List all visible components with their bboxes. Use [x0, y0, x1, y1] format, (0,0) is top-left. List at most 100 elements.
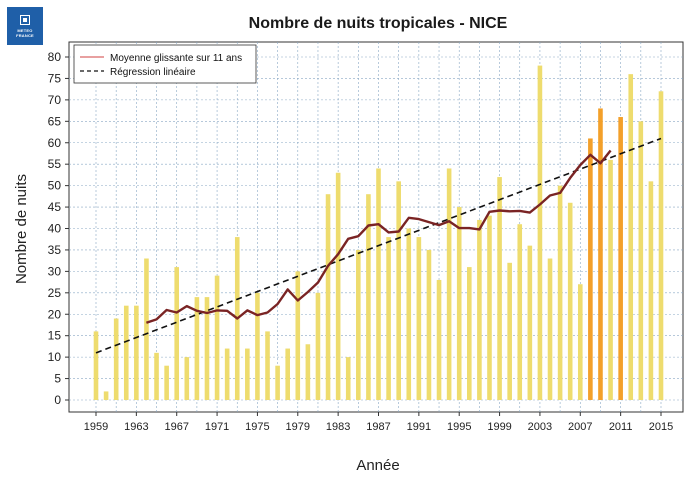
- x-tick-label: 2003: [528, 421, 552, 433]
- bar-1971: [214, 275, 220, 400]
- x-axis-label: Année: [356, 457, 399, 474]
- bar-1989: [396, 181, 401, 400]
- bar-1970: [204, 297, 210, 400]
- y-tick-label: 70: [48, 93, 62, 107]
- legend-moving-average-label: Moyenne glissante sur 11 ans: [110, 53, 242, 64]
- chart-title: Nombre de nuits tropicales - NICE: [249, 15, 508, 32]
- x-tick-label: 1983: [326, 421, 350, 433]
- bar-1990: [406, 228, 412, 400]
- bar-1966: [164, 365, 169, 400]
- bar-1977: [275, 365, 280, 400]
- bar-2008: [588, 138, 593, 400]
- bar-2006: [567, 202, 573, 400]
- bar-2002: [527, 245, 533, 400]
- bar-2014: [648, 181, 654, 400]
- bar-1976: [265, 331, 270, 400]
- y-tick-label: 75: [48, 71, 62, 85]
- bar-2001: [517, 224, 523, 400]
- moving-average-line: [146, 149, 612, 324]
- bar-1959: [93, 331, 99, 400]
- bar-1962: [123, 305, 129, 400]
- bar-1972: [224, 348, 230, 400]
- legend-box: [73, 44, 257, 84]
- x-tick-label: 1999: [487, 421, 511, 433]
- bar-1979: [295, 271, 301, 400]
- bar-1988: [386, 237, 391, 400]
- y-tick-label: 65: [48, 114, 62, 128]
- bar-1982: [325, 194, 331, 400]
- bar-2004: [547, 258, 553, 400]
- bar-1963: [134, 305, 139, 400]
- bar-1985: [356, 249, 361, 400]
- y-tick-label: 50: [48, 179, 62, 193]
- bar-1983: [335, 172, 341, 400]
- legend-regression-label: Régression linéaire: [110, 67, 196, 78]
- bar-1996: [467, 267, 472, 400]
- y-tick-label: 40: [48, 222, 62, 236]
- bar-1960: [103, 391, 109, 400]
- bar-2010: [608, 159, 613, 400]
- y-axis-label: Nombre de nuits: [13, 174, 30, 284]
- bar-1987: [376, 168, 381, 400]
- x-tick-label: 2011: [609, 421, 633, 433]
- bar-2013: [638, 121, 644, 400]
- y-tick-label: 35: [48, 243, 62, 257]
- y-tick-label: 0: [54, 393, 61, 407]
- bar-1994: [446, 168, 452, 400]
- bar-2009: [598, 108, 603, 400]
- bar-1997: [477, 219, 482, 400]
- y-tick-label: 10: [48, 350, 62, 364]
- bar-1984: [345, 357, 351, 400]
- bar-2015: [658, 91, 664, 401]
- bar-2000: [507, 262, 512, 400]
- y-tick-label: 80: [48, 50, 62, 64]
- bar-1981: [315, 292, 321, 400]
- x-tick-label: 2015: [649, 421, 673, 433]
- bar-2003: [537, 65, 543, 400]
- x-tick-label: 2007: [568, 421, 592, 433]
- y-tick-label: 55: [48, 157, 62, 171]
- bar-1978: [285, 348, 290, 400]
- plot-frame: [68, 41, 684, 413]
- bar-1969: [194, 297, 200, 400]
- x-tick-label: 1995: [447, 421, 471, 433]
- bar-1986: [366, 194, 371, 400]
- logo-mark-icon: [20, 15, 30, 25]
- bar-2011: [618, 117, 623, 401]
- bar-1975: [255, 292, 260, 400]
- bar-2012: [628, 74, 634, 401]
- y-tick-label: 25: [48, 286, 62, 300]
- x-tick-labels: 1959 1963 1967 1971 1975 1979 1983 1987 1991 1995…: [84, 412, 673, 433]
- bar-1974: [245, 348, 250, 400]
- y-tick-label: 45: [48, 200, 62, 214]
- x-tick-label: 1967: [164, 421, 188, 433]
- bar-2007: [577, 284, 583, 400]
- y-tick-label: 30: [48, 264, 62, 278]
- bar-1980: [305, 344, 311, 400]
- y-tick-label: 20: [48, 307, 62, 321]
- bar-2005: [557, 185, 563, 400]
- x-tick-label: 1975: [245, 421, 269, 433]
- y-tick-label: 15: [48, 329, 62, 343]
- x-tick-label: 1979: [286, 421, 310, 433]
- x-tick-label: 1963: [124, 421, 148, 433]
- bar-1992: [426, 249, 432, 400]
- y-tick-labels: 0 5 10 15 20 25 30 35 40 45 50 55 60 65 70 75 80: [48, 50, 69, 407]
- bar-1961: [113, 318, 119, 400]
- bar-1993: [436, 279, 442, 400]
- meteo-france-logo: METEO FRANCE: [7, 7, 43, 45]
- bar-1964: [144, 258, 149, 400]
- x-tick-label: 1959: [84, 421, 108, 433]
- x-tick-label: 1971: [205, 421, 229, 433]
- bar-1999: [497, 177, 502, 400]
- regression-line: [95, 137, 662, 354]
- bar-1968: [184, 357, 190, 400]
- x-tick-label: 1987: [366, 421, 390, 433]
- x-tick-label: 1991: [407, 421, 431, 433]
- y-tick-label: 5: [54, 372, 61, 386]
- legend: Moyenne glissante sur 11 ans Régression …: [73, 44, 257, 84]
- bar-1965: [154, 352, 159, 400]
- y-tick-label: 60: [48, 136, 62, 150]
- bar-1967: [174, 267, 180, 400]
